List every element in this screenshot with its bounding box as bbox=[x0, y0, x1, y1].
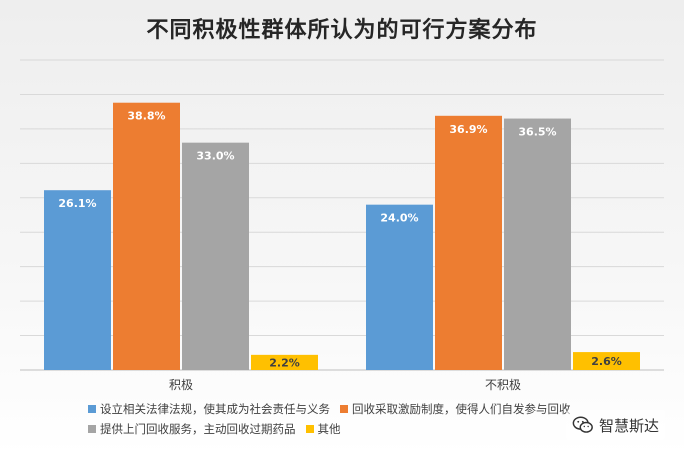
bar bbox=[366, 204, 433, 370]
bar bbox=[113, 102, 180, 370]
legend-swatch-door bbox=[88, 425, 96, 433]
bar bbox=[573, 352, 640, 370]
data-label: 26.1% bbox=[58, 197, 96, 210]
legend-label-incentive: 回收采取激励制度，使得人们自发参与回收 bbox=[352, 402, 571, 416]
legend-row-1: 设立相关法律法规，使其成为社会责任与义务 回收采取激励制度，使得人们自发参与回收 bbox=[88, 399, 608, 419]
x-tick-label: 不积极 bbox=[485, 378, 521, 392]
legend-item-law: 设立相关法律法规，使其成为社会责任与义务 bbox=[88, 401, 330, 417]
data-label: 24.0% bbox=[380, 212, 418, 225]
legend-swatch-other bbox=[305, 425, 314, 433]
legend-label-door: 提供上门回收服务，主动回收过期药品 bbox=[100, 422, 296, 436]
data-label: 36.5% bbox=[518, 126, 556, 139]
legend-item-incentive: 回收采取激励制度，使得人们自发参与回收 bbox=[340, 401, 571, 417]
legend: 设立相关法律法规，使其成为社会责任与义务 回收采取激励制度，使得人们自发参与回收… bbox=[88, 399, 608, 439]
data-label: 36.9% bbox=[449, 123, 487, 136]
bar bbox=[182, 142, 249, 370]
legend-item-other: 其他 bbox=[305, 421, 341, 437]
legend-item-door: 提供上门回收服务，主动回收过期药品 bbox=[88, 421, 296, 437]
x-tick-label: 积极 bbox=[169, 378, 193, 392]
bar bbox=[251, 354, 318, 370]
legend-swatch-incentive bbox=[340, 405, 348, 413]
chart-title: 不同积极性群体所认为的可行方案分布 bbox=[146, 18, 538, 43]
data-label: 38.8% bbox=[127, 110, 165, 123]
data-label: 2.6% bbox=[591, 355, 622, 368]
legend-label-law: 设立相关法律法规，使其成为社会责任与义务 bbox=[100, 402, 330, 416]
bar bbox=[504, 118, 571, 370]
watermark: 智慧斯达 bbox=[566, 410, 666, 440]
legend-row-2: 提供上门回收服务，主动回收过期药品 其他 bbox=[88, 419, 608, 439]
watermark-text: 智慧斯达 bbox=[599, 416, 660, 435]
bar bbox=[435, 115, 502, 370]
wechat-icon bbox=[572, 416, 593, 433]
legend-swatch-law bbox=[88, 405, 96, 413]
bar bbox=[44, 190, 111, 370]
data-label: 33.0% bbox=[196, 150, 234, 163]
legend-label-other: 其他 bbox=[317, 422, 341, 436]
data-label: 2.2% bbox=[269, 356, 300, 369]
